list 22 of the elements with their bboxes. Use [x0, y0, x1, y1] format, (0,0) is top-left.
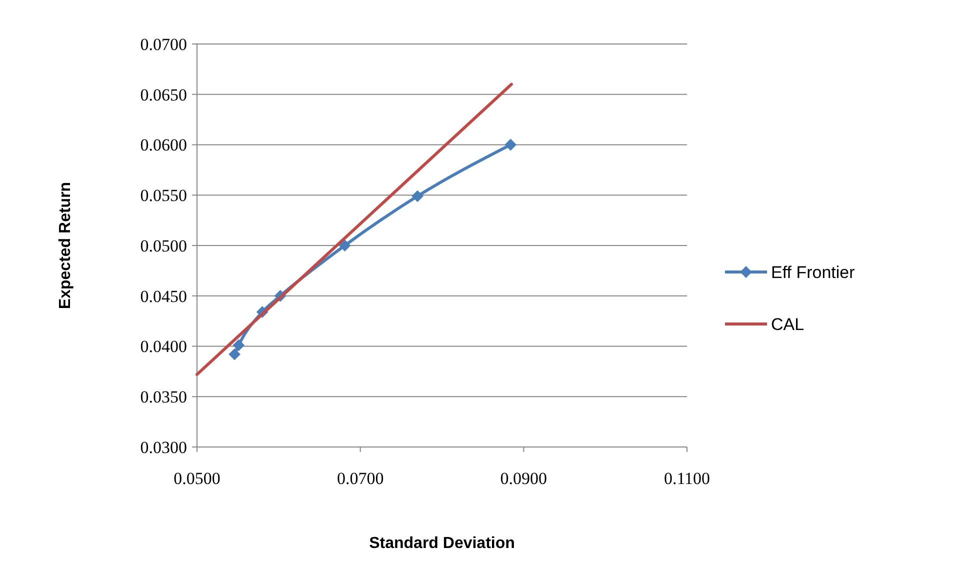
x-tick-label: 0.0700	[336, 468, 384, 488]
legend-label: Eff Frontier	[771, 262, 856, 282]
y-tick-label: 0.0350	[140, 388, 187, 407]
point	[504, 138, 517, 151]
point	[228, 348, 241, 360]
point	[338, 240, 351, 252]
y-axis-title: Expected Return	[57, 182, 74, 310]
y-tick-label: 0.0650	[140, 85, 187, 104]
x-axis-title: Standard Deviation	[369, 535, 515, 552]
y-tick-label: 0.0700	[140, 34, 187, 54]
point	[232, 339, 245, 352]
y-tick-label: 0.0450	[140, 286, 187, 306]
y-tick-label: 0.0300	[140, 438, 187, 457]
x-tick-label: 0.0900	[500, 468, 548, 488]
y-tick-label: 0.0600	[140, 136, 187, 155]
y-tick-label: 0.0550	[140, 186, 187, 206]
y-tick-label: 0.0400	[140, 337, 187, 356]
x-tick-label: 0.0500	[174, 468, 220, 488]
legend-label: CAL	[771, 314, 804, 334]
point	[412, 190, 424, 202]
x-tick-label: 0.1100	[664, 468, 710, 488]
y-tick-label: 0.0500	[140, 236, 187, 256]
